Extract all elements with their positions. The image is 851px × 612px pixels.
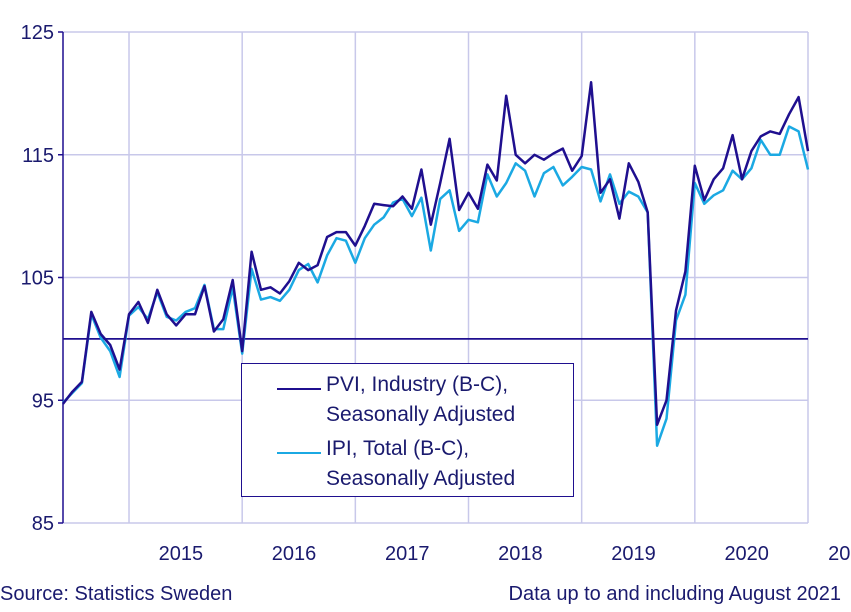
x-tick-label: 2018 (498, 543, 543, 565)
series-lines (62, 81, 810, 447)
y-tick-label: 105 (21, 268, 54, 290)
x-tick-label: 2019 (611, 543, 656, 565)
legend-label-ipi: IPI, Total (B-C), Seasonally Adjusted (326, 434, 515, 494)
series-line-pvi (62, 81, 810, 427)
series-line-ipi (62, 125, 810, 447)
y-tick-label: 95 (32, 390, 54, 412)
legend-label-pvi: PVI, Industry (B-C), Seasonally Adjusted (326, 370, 515, 430)
legend-label-ipi-line1: IPI, Total (B-C), (326, 437, 470, 460)
source-note: Source: Statistics Sweden (0, 583, 233, 605)
legend-swatch-pvi (277, 388, 321, 390)
legend-label-pvi-line2: Seasonally Adjusted (326, 403, 516, 426)
tick-labels: 85 95 105 115 125 2015 2016 2017 2018 2019 2020 202… (21, 22, 851, 565)
y-tick-label: 115 (22, 145, 54, 167)
x-tick-label: 2017 (385, 543, 430, 565)
axes (58, 31, 808, 524)
data-coverage-note: Data up to and including August 2021 (508, 583, 841, 605)
x-tick-label: 2016 (272, 543, 317, 565)
x-tick-label: 2021 (828, 543, 851, 565)
legend-swatch-ipi (277, 452, 321, 454)
x-tick-label: 2015 (159, 543, 204, 565)
legend-label-ipi-line2: Seasonally Adjusted (326, 467, 516, 490)
y-tick-label: 125 (21, 22, 54, 44)
y-tick-label: 85 (32, 513, 54, 535)
legend-label-pvi-line1: PVI, Industry (B-C), (326, 373, 509, 396)
legend: PVI, Industry (B-C), Seasonally Adjusted… (241, 363, 574, 497)
grid (63, 31, 809, 524)
x-tick-label: 2020 (724, 543, 769, 565)
